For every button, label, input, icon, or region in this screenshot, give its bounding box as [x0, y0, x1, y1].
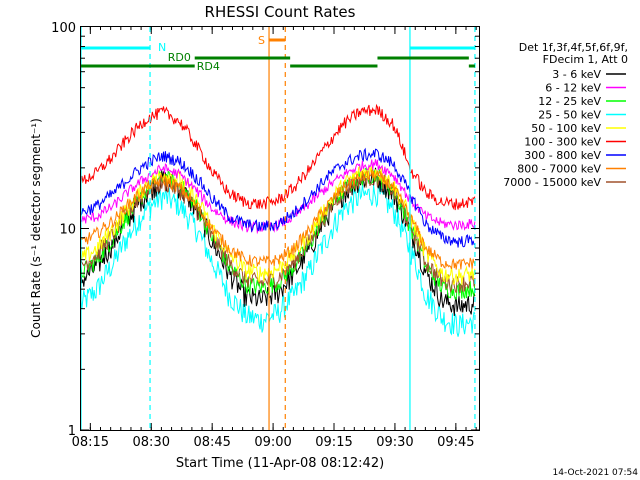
- y-axis-label: Count Rate (s⁻¹ detector segment⁻¹): [29, 118, 43, 338]
- legend-header-line-2: FDecim 1, Att 0: [543, 53, 628, 66]
- x-axis-label: Start Time (11-Apr-08 08:12:42): [176, 456, 384, 471]
- legend-entry-label: 12 - 25 keV: [538, 95, 601, 108]
- x-tick-label: 09:45: [437, 435, 474, 450]
- plot-frame: [80, 26, 480, 431]
- x-tick-label: 08:15: [72, 435, 109, 450]
- s-label: S: [258, 34, 265, 47]
- y-tick-label: 1: [68, 424, 76, 439]
- legend-entry-label: 800 - 7000 keV: [517, 163, 601, 176]
- footer-timestamp: 14-Oct-2021 07:54: [553, 468, 639, 478]
- legend-entry-label: 25 - 50 keV: [538, 109, 601, 122]
- series-line-800-7000-kev: [80, 169, 476, 270]
- x-tick-label: 08:45: [193, 435, 230, 450]
- legend-entry-label: 7000 - 15000 keV: [503, 176, 601, 189]
- series-line-100-300-kev: [80, 103, 476, 211]
- series-line-300-800-kev: [80, 147, 475, 248]
- rd4-label: RD4: [197, 60, 220, 73]
- legend-entry-label: 6 - 12 keV: [545, 82, 601, 95]
- chart-title: RHESSI Count Rates: [205, 3, 356, 21]
- x-tick-label: 09:30: [376, 435, 413, 450]
- legend-entry-label: 300 - 800 keV: [524, 149, 601, 162]
- x-tick-label: 08:30: [133, 435, 170, 450]
- axis-ticks: 08:15 08:30 08:45 09:00 09:15 09:30 09:45 1 10 10…: [51, 21, 479, 450]
- x-tick-label: 09:15: [315, 435, 352, 450]
- series-line-25-50-kev: [80, 183, 476, 337]
- legend-entry-label: 3 - 6 keV: [552, 68, 601, 81]
- legend-entry-label: 100 - 300 keV: [524, 136, 601, 149]
- rd0-label: RD0: [168, 51, 191, 64]
- legend-header-line-1: Det 1f,3f,4f,5f,6f,9f,: [519, 41, 628, 54]
- series-line-50-100-kev: [80, 164, 476, 286]
- y-tick-label: 10: [59, 223, 76, 238]
- legend-entry-label: 50 - 100 keV: [531, 122, 601, 135]
- series-curves: [80, 103, 476, 337]
- y-tick-label: 100: [51, 21, 76, 36]
- x-tick-label: 09:00: [254, 435, 291, 450]
- series-line-6-12-kev: [80, 159, 476, 235]
- n-label: N: [158, 41, 166, 54]
